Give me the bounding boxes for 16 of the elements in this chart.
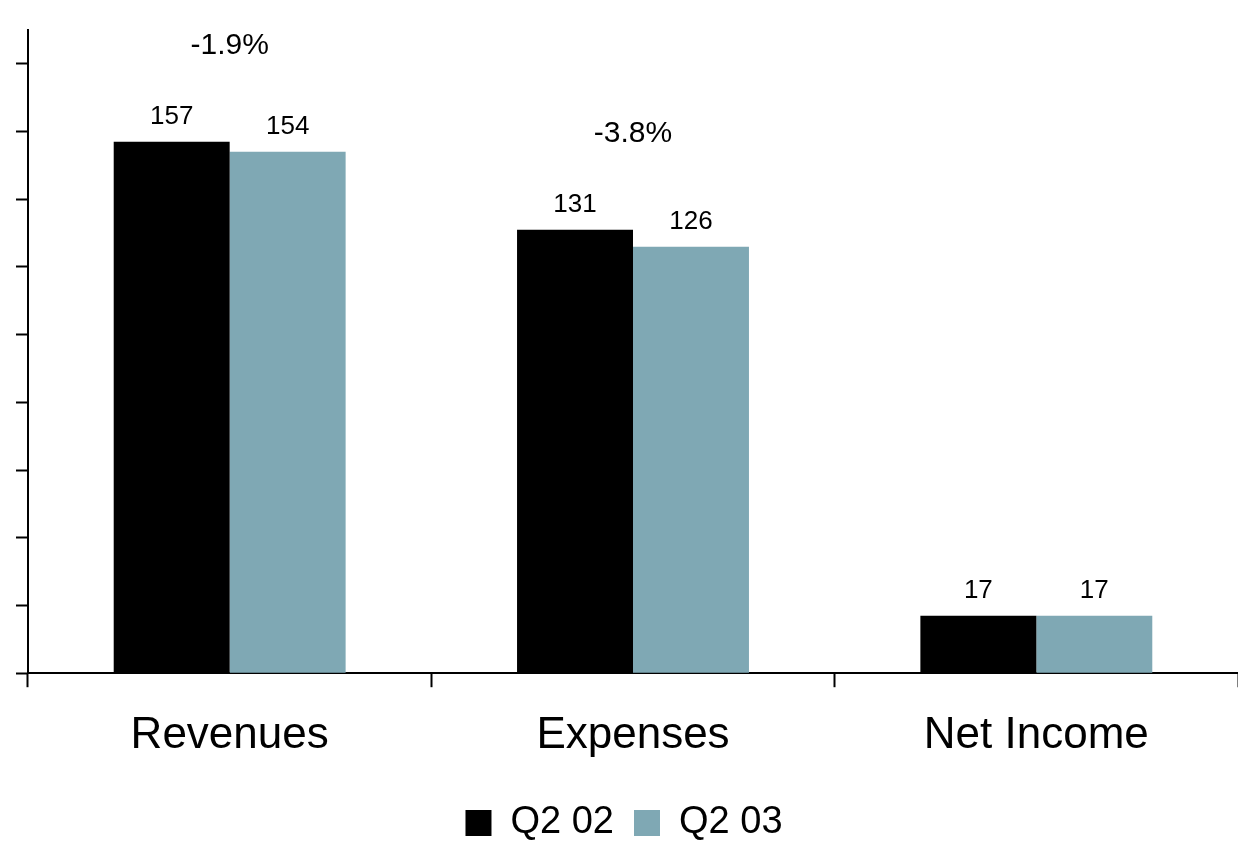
- data-label: 131: [553, 187, 597, 218]
- data-label: 17: [1079, 573, 1109, 604]
- bar: [633, 246, 749, 673]
- annotation: -1.9%: [190, 26, 269, 60]
- legend-label: Q2 03: [679, 799, 783, 842]
- data-label: 157: [149, 99, 194, 130]
- data-label: 126: [669, 204, 713, 235]
- legend-label: Q2 02: [510, 799, 615, 842]
- x-tick-label: Revenues: [130, 707, 329, 757]
- data-label: 17: [963, 573, 993, 604]
- bar: [229, 151, 346, 673]
- data-label: 154: [265, 110, 310, 141]
- annotation: -3.8%: [593, 115, 673, 148]
- bar: [1036, 615, 1153, 673]
- x-tick-label: Net Income: [923, 707, 1149, 757]
- x-tick-label: Expenses: [536, 707, 730, 757]
